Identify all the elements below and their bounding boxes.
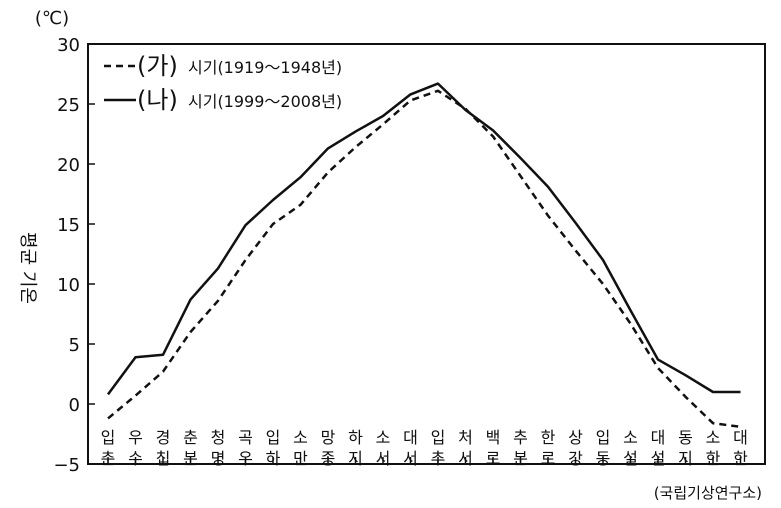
- x-tick-label-bottom: 서: [403, 449, 418, 468]
- y-tick-label: 25: [57, 95, 80, 116]
- x-tick-label-bottom: 서: [376, 449, 391, 468]
- x-tick-label-bottom: 지: [348, 449, 363, 468]
- legend-label-1: 시기(1919～1948년): [188, 58, 342, 77]
- x-tick-label-top: 곡: [238, 428, 253, 447]
- x-tick-label-top: 추: [513, 428, 528, 447]
- x-tick-label-top: 소: [623, 428, 638, 447]
- x-tick-label-top: 상: [568, 428, 583, 447]
- x-ticks: 입춘우수경칩춘분청명곡우입하소만망종하지소서대서입추처서백로추분한로상강입동소설…: [101, 428, 749, 468]
- y-axis-label: 평균 기온: [17, 232, 38, 304]
- x-tick-label-top: 춘: [183, 428, 198, 447]
- x-tick-label-bottom: 서: [458, 449, 473, 468]
- y-tick-label: 5: [69, 335, 80, 356]
- x-tick-label-bottom: 강: [568, 449, 583, 468]
- x-tick-label-bottom: 우: [238, 449, 253, 468]
- x-tick-label-bottom: 수: [128, 449, 143, 468]
- x-tick-label-top: 소: [376, 428, 391, 447]
- x-tick-label-bottom: 로: [541, 449, 556, 468]
- legend-marker-1: (가): [137, 52, 178, 80]
- x-tick-label-bottom: 칩: [156, 449, 171, 468]
- legend-label-2: 시기(1999～2008년): [188, 92, 342, 111]
- x-tick-label-bottom: 분: [183, 449, 198, 468]
- x-tick-label-top: 한: [541, 428, 556, 447]
- y-tick-label: 10: [57, 275, 80, 296]
- y-tick-label: −5: [53, 455, 80, 476]
- y-tick-label: 20: [57, 155, 80, 176]
- x-tick-label-top: 백: [486, 428, 501, 447]
- x-tick-label-bottom: 하: [266, 449, 281, 468]
- y-tick-label: 15: [57, 215, 80, 236]
- x-tick-label-top: 청: [211, 428, 226, 447]
- x-tick-label-top: 대: [651, 428, 666, 447]
- x-tick-label-top: 경: [156, 428, 171, 447]
- x-tick-label-bottom: 한: [733, 449, 748, 468]
- x-tick-label-bottom: 설: [623, 449, 638, 468]
- legend: (가) 시기(1919～1948년) (나) 시기(1999～2008년): [104, 52, 342, 114]
- source-label: (국립기상연구소): [654, 484, 762, 502]
- x-tick-label-bottom: 종: [321, 449, 336, 468]
- series-layer: [106, 82, 741, 429]
- x-tick-label-top: 하: [348, 428, 363, 447]
- legend-marker-2: (나): [137, 86, 178, 114]
- x-tick-label-bottom: 추: [431, 449, 446, 468]
- x-tick-label-top: 소: [293, 428, 308, 447]
- y-tick-label: 30: [57, 35, 80, 56]
- x-tick-label-bottom: 춘: [101, 449, 116, 468]
- x-tick-label-top: 처: [458, 428, 473, 447]
- x-tick-label-top: 입: [431, 428, 446, 447]
- x-tick-label-top: 소: [706, 428, 721, 447]
- x-tick-label-top: 입: [101, 428, 116, 447]
- x-tick-label-bottom: 한: [706, 449, 721, 468]
- y-ticks: −5 0 5 10 15 20 25 30: [53, 35, 95, 476]
- series-line-2: [106, 82, 741, 396]
- x-tick-label-bottom: 로: [486, 449, 501, 468]
- x-tick-label-bottom: 만: [293, 449, 308, 468]
- plot-frame: [87, 43, 766, 465]
- x-tick-label-top: 우: [128, 428, 143, 447]
- x-tick-label-top: 대: [733, 428, 748, 447]
- x-tick-label-bottom: 명: [211, 449, 226, 468]
- y-tick-label: 0: [69, 395, 80, 416]
- y-unit-label: (℃): [35, 8, 69, 29]
- x-tick-label-top: 망: [321, 428, 336, 447]
- series-line-1: [107, 89, 741, 429]
- x-tick-label-bottom: 설: [651, 449, 666, 468]
- x-tick-label-bottom: 동: [596, 449, 611, 468]
- axes: [87, 43, 766, 465]
- x-tick-label-bottom: 지: [678, 449, 693, 468]
- x-tick-label-top: 대: [403, 428, 418, 447]
- x-tick-label-bottom: 분: [513, 449, 528, 468]
- x-tick-label-top: 입: [596, 428, 611, 447]
- x-tick-label-top: 입: [266, 428, 281, 447]
- x-tick-label-top: 동: [678, 428, 693, 447]
